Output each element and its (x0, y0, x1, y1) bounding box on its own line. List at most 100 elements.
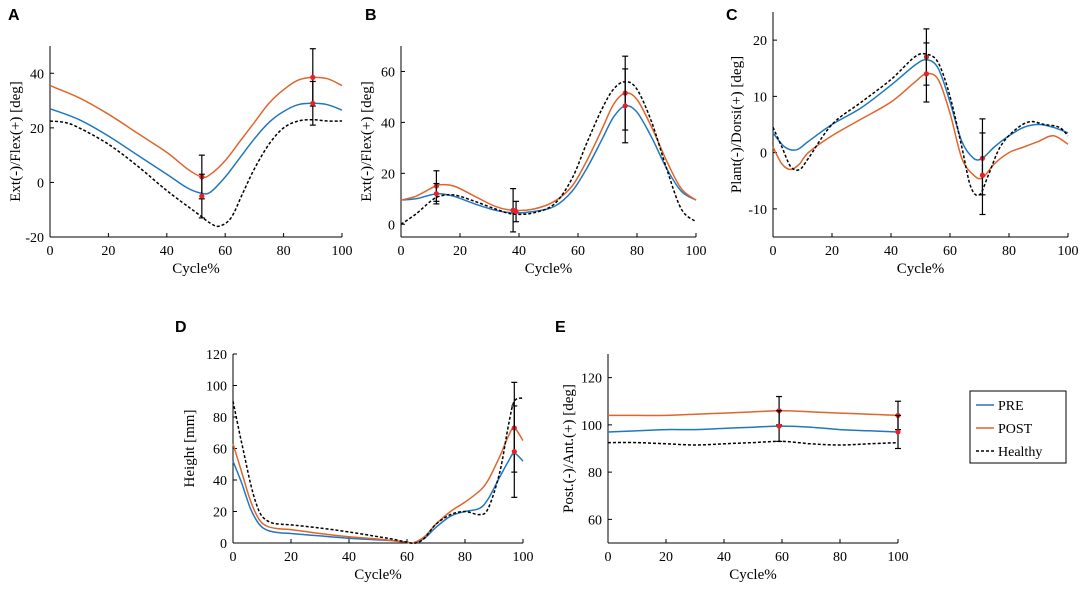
x-tick-label: 20 (284, 550, 298, 565)
series-line-pre (49, 102, 343, 195)
series-line-post (400, 92, 697, 212)
panel-c: 0 20 40 60 80 100 -10 0 10 20 Cycle% Plant(-)/Dorsi… (726, 7, 1079, 277)
mean-marker (513, 208, 519, 215)
mean-marker (923, 71, 930, 77)
panels-group: 0 20 40 60 80 100-2002040Cycle%Ext(-)/Flex(+)… (8, 7, 1079, 583)
y-tick-label: 100 (581, 419, 602, 434)
y-tick-label: 120 (581, 372, 602, 387)
x-axis-title: Cycle% (729, 567, 776, 583)
series-line-pre (400, 104, 697, 214)
panel-letter: A (8, 7, 20, 24)
mean-marker (310, 100, 316, 106)
x-tick-label: 60 (400, 550, 414, 565)
series-line-post (772, 72, 1069, 180)
mean-marker (979, 172, 986, 178)
x-tick-label: 80 (630, 244, 644, 259)
panel-a: 0 20 40 60 80 100-2002040Cycle%Ext(-)/Flex(+)… (8, 7, 353, 277)
mean-marker (433, 191, 439, 197)
series-line-healthy (232, 397, 524, 545)
panel-b: 0 20 40 60 80 100 0 20 40 60 Cycle% Ext(-)/Flex(+) … (359, 7, 707, 277)
y-tick-label: 100 (206, 380, 227, 395)
x-tick-label: 40 (717, 550, 731, 565)
x-tick-label: 100 (888, 550, 909, 565)
x-tick-label: 60 (218, 244, 232, 259)
legend-label-pre: PRE (998, 399, 1024, 414)
legend: PRE POST Healthy (969, 390, 1067, 464)
x-tick-label: 40 (160, 244, 174, 259)
mean-marker (776, 423, 782, 429)
y-tick-label: 60 (381, 65, 395, 80)
y-tick-label: 40 (381, 116, 395, 131)
panel-d: 0 20 40 60 80 100 0 20 40 60 80 100 120 Cycle% Height … (175, 319, 534, 583)
series-line-healthy (400, 80, 697, 225)
legend-label-healthy: Healthy (998, 445, 1042, 460)
series-line-pre (607, 425, 899, 433)
y-tick-label: 40 (30, 67, 44, 82)
x-tick-label: 20 (101, 244, 115, 259)
series-line-healthy (49, 118, 343, 228)
x-tick-label: 40 (884, 244, 898, 259)
x-tick-label: 20 (659, 550, 673, 565)
y-tick-label: 120 (206, 348, 227, 363)
panel-letter: C (726, 7, 738, 24)
x-tick-label: 60 (571, 244, 585, 259)
series-line-post (607, 409, 899, 417)
y-tick-label: 20 (30, 122, 44, 137)
x-tick-label: 60 (775, 550, 789, 565)
y-axis-title: Ext(-)/Flex(+) [deg] (8, 81, 24, 202)
y-tick-label: 10 (753, 90, 767, 105)
panel-e: 0 20 40 60 80 100 60 80 100 120 Cycle% Post.(-)/Ant… (555, 319, 909, 583)
y-tick-label: 0 (760, 147, 767, 162)
x-tick-label: 100 (332, 244, 353, 259)
panel-letter: E (555, 319, 566, 336)
series-line-pre (232, 452, 524, 544)
x-tick-label: 0 (47, 244, 54, 259)
series-line-healthy (607, 440, 899, 446)
y-tick-label: -20 (25, 231, 44, 246)
y-tick-label: 0 (388, 218, 395, 233)
mean-marker (310, 74, 316, 80)
x-tick-label: 20 (453, 244, 467, 259)
series-line-healthy (772, 52, 1069, 197)
series-line-post (232, 427, 524, 545)
x-tick-label: 0 (398, 244, 405, 259)
x-tick-label: 80 (833, 550, 847, 565)
y-tick-label: 60 (213, 443, 227, 458)
y-tick-label: 20 (381, 167, 395, 182)
x-tick-label: 40 (512, 244, 526, 259)
mean-marker (199, 193, 205, 199)
y-tick-label: 60 (588, 513, 602, 528)
y-axis-title: Post.(-)/Ant.(+) [deg] (561, 384, 577, 513)
x-tick-label: 100 (686, 244, 707, 259)
series-line-pre (772, 58, 1069, 161)
y-axis-title: Height [mm] (182, 410, 198, 488)
x-tick-label: 100 (1058, 244, 1079, 259)
x-tick-label: 0 (230, 550, 237, 565)
x-tick-label: 20 (825, 244, 839, 259)
x-tick-label: 80 (458, 550, 472, 565)
panel-letter: D (175, 319, 187, 336)
panel-letter: B (365, 7, 377, 24)
y-tick-label: 80 (213, 411, 227, 426)
y-tick-label: 20 (753, 34, 767, 49)
x-tick-label: 0 (770, 244, 777, 259)
x-axis-title: Cycle% (525, 261, 572, 277)
x-tick-label: 0 (605, 550, 612, 565)
mean-marker (511, 449, 517, 455)
y-tick-label: -10 (748, 203, 767, 218)
y-tick-label: 0 (220, 537, 227, 552)
y-axis-title: Plant(-)/Dorsi(+) [deg] (729, 56, 745, 193)
x-tick-label: 40 (342, 550, 356, 565)
series-line-post (49, 76, 343, 179)
x-tick-label: 100 (513, 550, 534, 565)
y-tick-label: 0 (37, 176, 44, 191)
x-axis-title: Cycle% (897, 261, 944, 277)
y-tick-label: 20 (213, 506, 227, 521)
y-axis-title: Ext(-)/Flex(+) [deg] (359, 81, 375, 202)
y-tick-label: 80 (588, 466, 602, 481)
mean-marker (895, 429, 901, 435)
x-axis-title: Cycle% (354, 567, 401, 583)
x-tick-label: 80 (1002, 244, 1016, 259)
mean-marker (622, 103, 628, 109)
